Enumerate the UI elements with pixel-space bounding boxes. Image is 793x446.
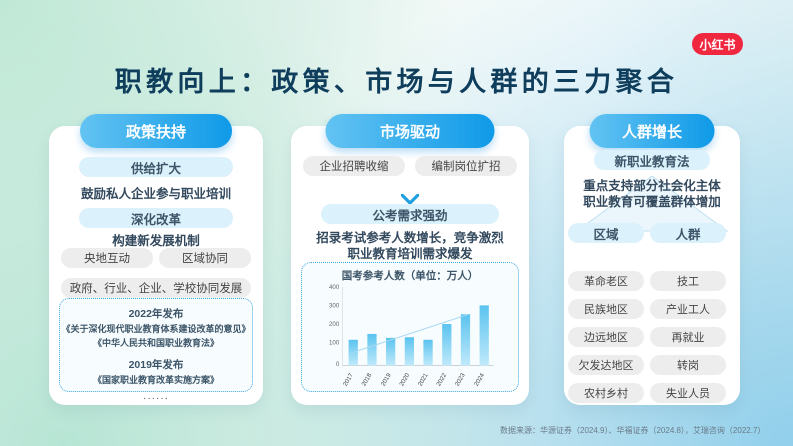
svg-text:2024: 2024 [473, 372, 486, 387]
svg-text:2021: 2021 [417, 372, 430, 387]
svg-text:200: 200 [329, 321, 340, 328]
svg-text:2020: 2020 [398, 372, 411, 387]
svg-text:2017: 2017 [342, 372, 355, 387]
svg-text:100: 100 [329, 340, 340, 347]
svg-text:2019: 2019 [380, 372, 393, 387]
svg-text:400: 400 [329, 284, 340, 291]
svg-text:2023: 2023 [454, 372, 467, 387]
svg-text:0: 0 [336, 361, 340, 368]
svg-text:2018: 2018 [360, 372, 373, 387]
svg-text:2022: 2022 [435, 372, 448, 387]
svg-text:300: 300 [329, 303, 340, 310]
